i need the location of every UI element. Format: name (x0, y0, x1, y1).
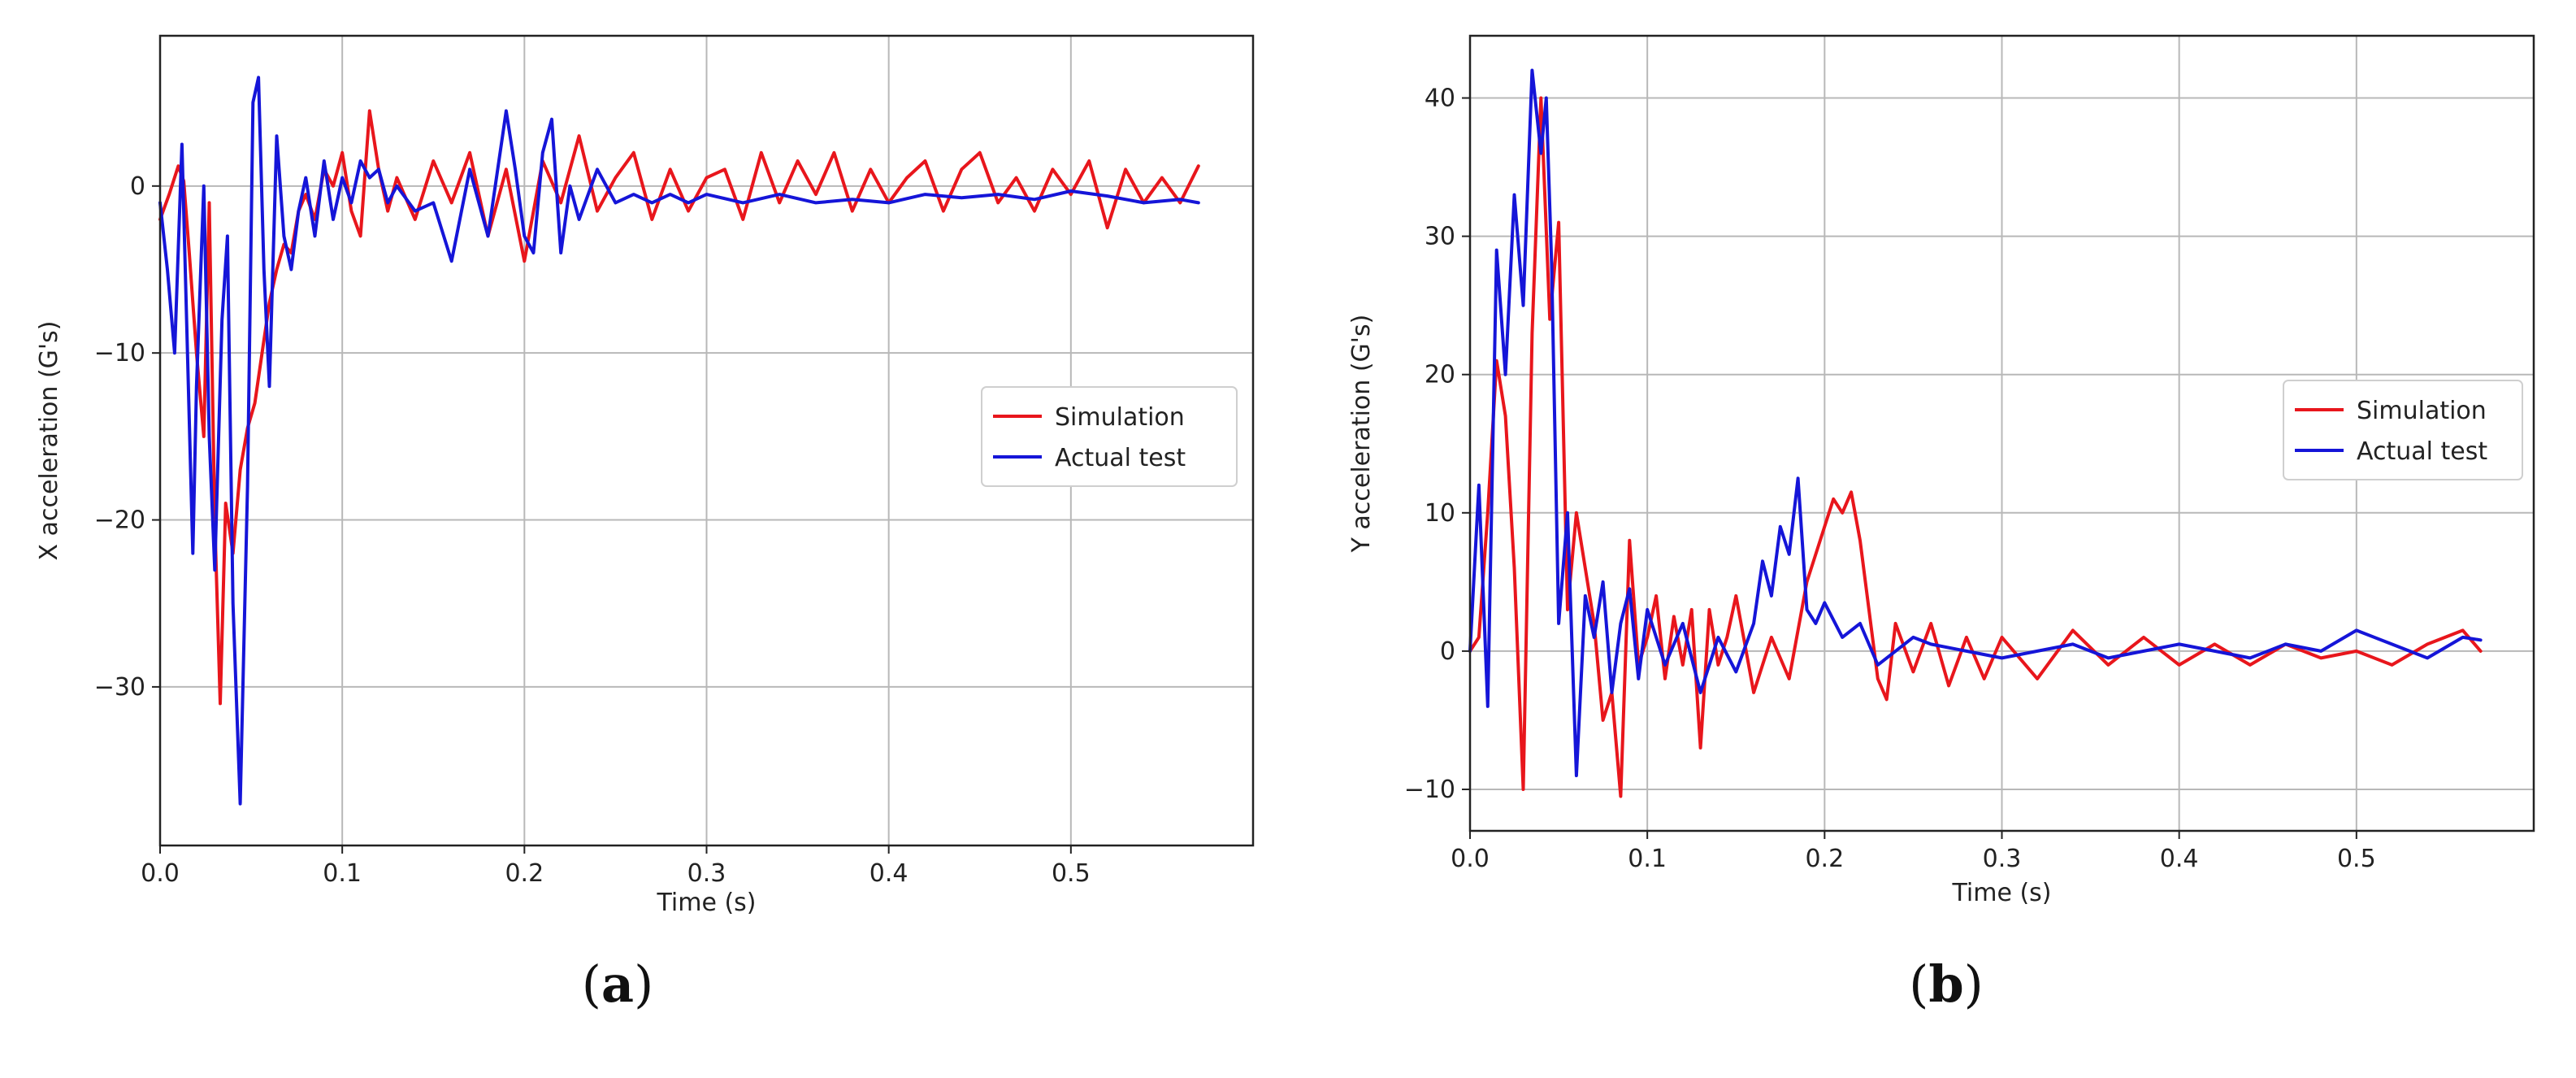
y-tick-label: −20 (94, 506, 145, 535)
legend-label-actual-test-a: Actual test (1055, 444, 1186, 472)
series-lines-b (1468, 68, 2483, 798)
caption-open-paren-a: ( (582, 954, 601, 1014)
y-tick-label: 10 (1425, 499, 1455, 528)
x-tick-label: 0.0 (141, 859, 180, 888)
y-tick-label: 0 (1440, 637, 1455, 666)
legend-label-simulation-a: Simulation (1055, 403, 1185, 432)
y-tick-label: −10 (1404, 776, 1455, 804)
legend-label-actual-test-b: Actual test (2357, 437, 2487, 466)
y-tick-label: 40 (1425, 85, 1455, 113)
chart-panel-a: 0.0 0.1 0.2 0.3 0.4 0.5 −30 −20 −10 0 Time (s) X … (35, 34, 1255, 1014)
y-tick-label: 0 (130, 172, 145, 201)
x-tick-label: 0.0 (1451, 845, 1490, 873)
caption-letter-b: b (1928, 954, 1963, 1014)
series-line-actual-test (158, 76, 1200, 806)
x-tick-label: 0.5 (1052, 859, 1091, 888)
x-tick-label: 0.1 (323, 859, 362, 888)
x-tick-label: 0.3 (1983, 845, 2022, 873)
tick-marks-b: 0.0 0.1 0.2 0.3 0.4 0.5 −10 0 10 20 30 40 (1404, 85, 2376, 873)
caption-close-paren-b: ) (1964, 954, 1984, 1014)
y-tick-label: 30 (1425, 223, 1455, 251)
y-tick-label: 20 (1425, 361, 1455, 389)
legend-label-simulation-b: Simulation (2357, 397, 2487, 425)
caption-open-paren-b: ( (1909, 954, 1928, 1014)
y-tick-label: −10 (94, 339, 145, 367)
series-line-simulation (158, 109, 1200, 706)
x-tick-label: 0.1 (1628, 845, 1667, 873)
x-tick-label: 0.5 (2337, 845, 2376, 873)
x-tick-label: 0.2 (505, 859, 544, 888)
series-line-actual-test (1468, 68, 2483, 777)
x-axis-label-a: Time (s) (657, 889, 757, 917)
y-axis-label-b: Y acceleration (G's) (1347, 315, 1376, 554)
series-lines-a (158, 76, 1200, 806)
legend-box-a (981, 386, 1238, 487)
x-axis-label-b: Time (s) (1952, 879, 2052, 907)
caption-close-paren-a: ) (634, 954, 653, 1014)
legend-box-b (2283, 380, 2523, 480)
caption-b: (b) (1909, 954, 1984, 1014)
y-tick-label: −30 (94, 673, 145, 702)
y-axis-label-a: X acceleration (G's) (35, 321, 63, 561)
x-tick-label: 0.3 (687, 859, 726, 888)
caption-letter-a: a (601, 954, 634, 1014)
x-tick-label: 0.4 (870, 859, 909, 888)
caption-a: (a) (582, 954, 654, 1014)
x-tick-label: 0.2 (1805, 845, 1844, 873)
tick-marks-a: 0.0 0.1 0.2 0.3 0.4 0.5 −30 −20 −10 0 (94, 172, 1091, 888)
legend-b: Simulation Actual test (2283, 380, 2523, 480)
legend-a: Simulation Actual test (981, 386, 1238, 487)
x-tick-label: 0.4 (2160, 845, 2199, 873)
series-line-simulation (1468, 96, 2483, 798)
